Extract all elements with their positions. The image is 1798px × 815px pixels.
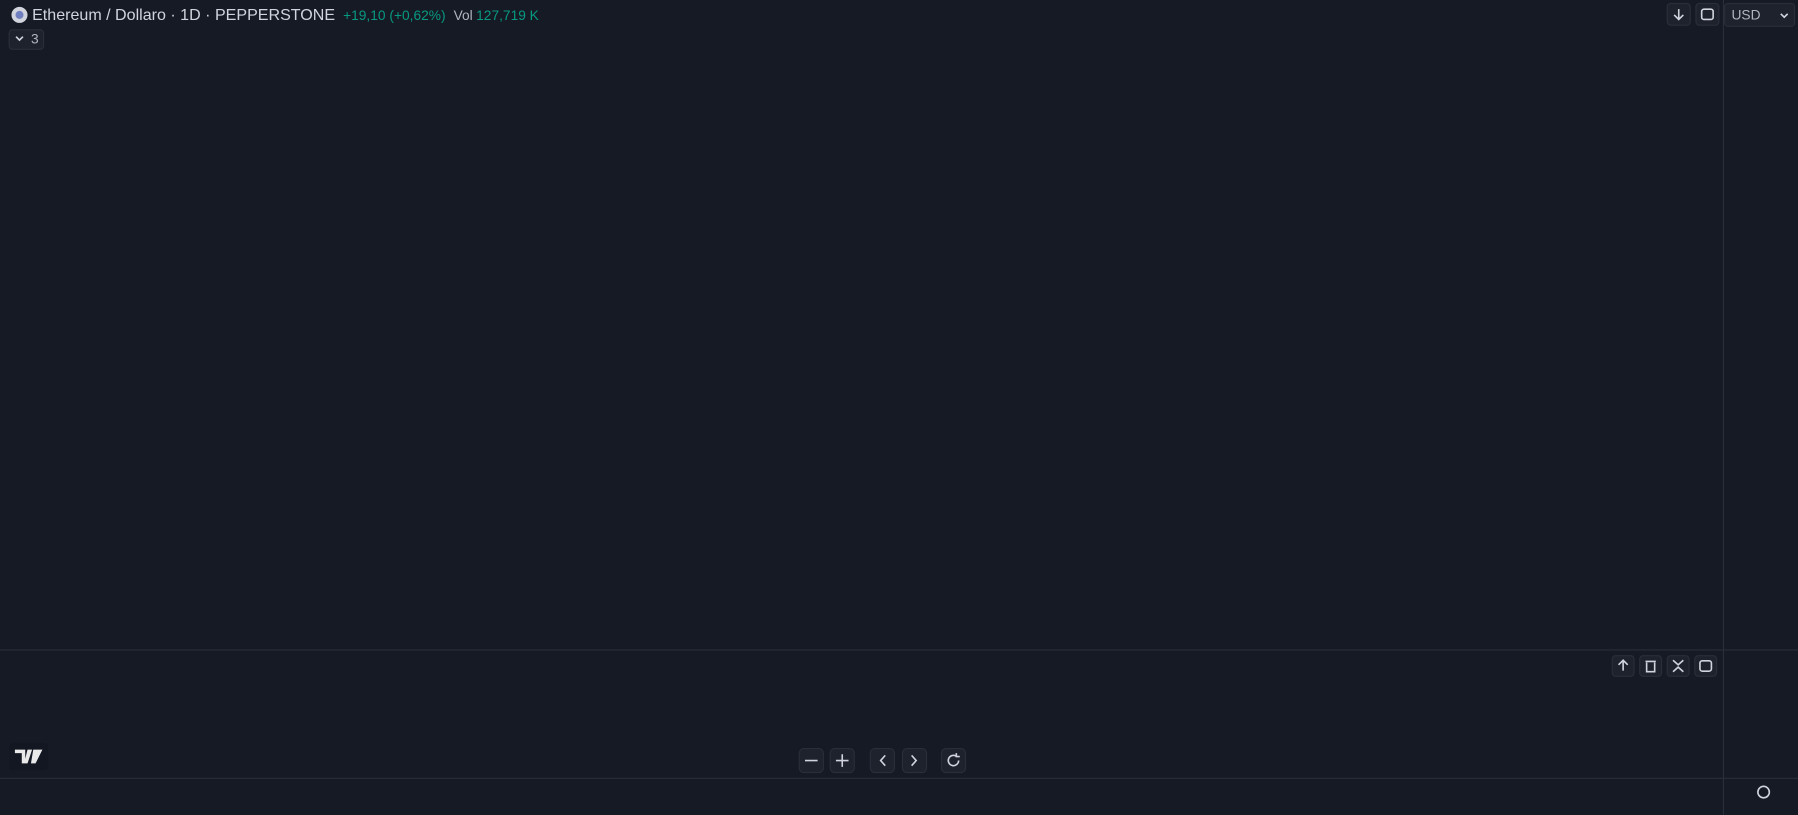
- chevron-icon: [15, 36, 24, 42]
- scroll-right-button[interactable]: [901, 747, 928, 774]
- symbol-title[interactable]: Ethereum / Dollaro · 1D · PEPPERSTONE: [32, 6, 335, 24]
- currency-label: USD: [1731, 8, 1760, 23]
- volume-value: 127,719 K: [476, 8, 540, 23]
- reset-icon: [947, 753, 960, 767]
- indicators-toggle[interactable]: [8, 29, 45, 50]
- maximize-pane-icon: [1699, 660, 1713, 672]
- reset-button[interactable]: [940, 747, 967, 774]
- maximize-icon: [1700, 8, 1714, 21]
- volume-label: Vol: [454, 8, 473, 23]
- maximize-button[interactable]: [1695, 2, 1720, 26]
- currency-select[interactable]: [1724, 2, 1796, 27]
- indicators-count: 3: [31, 32, 39, 47]
- dropdown-icon: [1780, 13, 1789, 19]
- collapse-icon: [1672, 659, 1684, 673]
- maximize-pane-button[interactable]: [1694, 655, 1718, 677]
- symbol-icon-inner: [15, 10, 24, 19]
- collapse-pane-button[interactable]: [1666, 655, 1690, 677]
- delete-pane-button[interactable]: [1639, 655, 1663, 677]
- plus-icon: [835, 754, 849, 767]
- right-icon: [911, 754, 918, 767]
- navigation-toolbar: [798, 747, 967, 774]
- settings-icon[interactable]: [1757, 785, 1771, 799]
- left-icon: [879, 754, 886, 767]
- trash-icon: [1645, 660, 1656, 673]
- legend: Ethereum / Dollaro · 1D · PEPPERSTONE +19…: [32, 6, 540, 24]
- arrow-up-icon: [1617, 659, 1629, 671]
- arrow-icon: [1673, 9, 1684, 21]
- price-change: +19,10 (+0,62%): [343, 8, 445, 23]
- logo-mark: [14, 749, 43, 764]
- scroll-left-button[interactable]: [869, 747, 895, 774]
